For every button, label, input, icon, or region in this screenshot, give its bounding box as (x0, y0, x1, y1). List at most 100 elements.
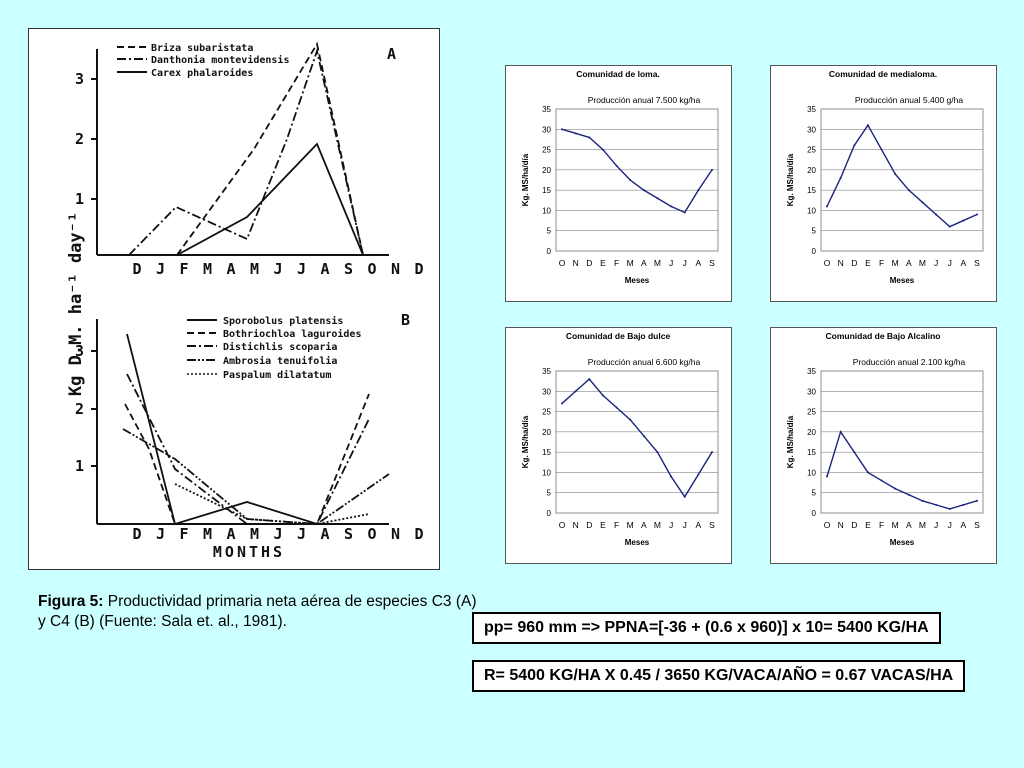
chart-comunidad-loma: Comunidad de loma. Producción anual 7.500… (505, 65, 732, 302)
month-label: J (297, 260, 306, 278)
y-tick-label: 20 (807, 166, 816, 175)
y-tick-label: 30 (542, 387, 551, 396)
panel-b-series-distichlis (126, 373, 370, 525)
chart-comunidad-bajo-alcalino: Comunidad de Bajo Alcalino Producción anu… (770, 327, 997, 564)
month-label: N (391, 260, 400, 278)
y-axis-label: Kg. MS/ha/día (521, 153, 530, 206)
chart-title: Comunidad de medialoma. (829, 69, 937, 79)
panel-a-series-briza (176, 41, 364, 256)
month-label: M (250, 525, 259, 543)
series-line (826, 430, 978, 510)
x-tick-label: M (627, 258, 634, 268)
data-point (853, 144, 856, 147)
series-line (826, 123, 978, 228)
x-tick-label: N (838, 258, 844, 268)
y-tick-label: 25 (807, 408, 816, 417)
chart-comunidad-bajo-dulce: Comunidad de Bajo dulce Producción anual … (505, 327, 732, 564)
data-point (601, 148, 604, 151)
chart-bajo-dulce-svg: Comunidad de Bajo dulce Producción anual … (521, 331, 719, 547)
panel-b-legend-entry: Paspalum dilatatum (223, 369, 331, 381)
panel-b-series-bothriochloa (124, 393, 370, 525)
data-point (711, 168, 713, 171)
data-point (826, 205, 828, 208)
chart-title: Comunidad de Bajo Alcalino (826, 331, 941, 341)
y-axis-label: Kg. MS/ha/día (521, 415, 530, 468)
chart-comunidad-medialoma: Comunidad de medialoma. Producción anual … (770, 65, 997, 302)
month-label: A (320, 260, 329, 278)
y-tick-label: 25 (542, 146, 551, 155)
x-tick-label: O (824, 520, 831, 530)
data-point (907, 493, 910, 496)
month-label: F (179, 525, 188, 543)
data-point (574, 132, 577, 135)
x-tick-label: A (961, 520, 967, 530)
scan-figure: Kg D.M. ha⁻¹ day⁻¹ 1 2 3 A Briza subaris… (28, 28, 440, 570)
data-point (697, 473, 700, 476)
x-tick-label: F (879, 520, 884, 530)
x-tick-label: A (641, 258, 647, 268)
panel-a-legend-entry: Briza subaristata (151, 42, 253, 54)
data-point (880, 479, 883, 482)
panel-b-legend-entry: Ambrosia tenuifolia (223, 355, 337, 367)
month-label: O (367, 525, 376, 543)
y-tick-label: 20 (542, 428, 551, 437)
y-tick-label: 10 (542, 206, 551, 215)
x-tick-label: D (586, 520, 592, 530)
scan-figure-svg: Kg D.M. ha⁻¹ day⁻¹ 1 2 3 A Briza subaris… (66, 41, 424, 561)
formula-carga-animal: R= 5400 KG/HA X 0.45 / 3650 KG/VACA/AÑO … (472, 660, 966, 692)
panel-a: 1 2 3 A Briza subaristata Danthonia mont… (75, 41, 424, 278)
panel-a-legend-entry: Danthonia montevidensis (151, 54, 289, 66)
y-tick-label: 35 (542, 105, 551, 114)
x-tick-label: M (892, 258, 899, 268)
y-tick-label: 0 (547, 509, 552, 518)
caption-text: Productividad primaria neta aérea de esp… (38, 593, 477, 630)
x-axis-label: Meses (890, 276, 915, 285)
panel-b-legend-entry: Bothriochloa laguroides (223, 328, 361, 340)
panel-a-ytick: 1 (75, 190, 84, 208)
month-label: O (367, 260, 376, 278)
data-point (711, 451, 713, 454)
month-label: A (226, 525, 235, 543)
y-tick-label: 0 (547, 247, 552, 256)
x-tick-label: S (974, 258, 980, 268)
panel-b-ytick: 1 (75, 457, 84, 475)
panel-b-ytick: 3 (75, 342, 84, 360)
x-axis-label: Meses (625, 538, 650, 547)
chart-title: Comunidad de Bajo dulce (566, 331, 671, 341)
data-point (683, 211, 686, 214)
chart-subtitle: Producción anual 6.600 kg/ha (588, 357, 701, 367)
data-point (588, 378, 591, 381)
data-point (853, 451, 856, 454)
data-point (670, 475, 673, 478)
month-label: A (320, 525, 329, 543)
x-tick-label: J (948, 258, 952, 268)
data-point (894, 487, 897, 490)
data-point (561, 402, 563, 405)
data-point (601, 394, 604, 397)
x-tick-label: N (573, 520, 579, 530)
y-tick-label: 5 (547, 227, 552, 236)
x-tick-label: D (851, 520, 857, 530)
panel-b-curves (122, 333, 390, 526)
month-label: D (132, 525, 141, 543)
x-tick-label: D (586, 258, 592, 268)
x-tick-label: F (879, 258, 884, 268)
x-axis-label: Meses (890, 538, 915, 547)
scan-ylabel: Kg D.M. ha⁻¹ day⁻¹ (66, 212, 86, 396)
series-line (561, 378, 713, 499)
data-point (976, 213, 978, 216)
y-axis-label: Kg. MS/ha/día (786, 415, 795, 468)
month-label: S (344, 260, 353, 278)
data-point (948, 225, 951, 228)
month-label: M (250, 260, 259, 278)
y-tick-label: 10 (807, 468, 816, 477)
month-label: J (156, 525, 165, 543)
data-point (656, 451, 659, 454)
panel-b-legend: Sporobolus platensis Bothriochloa laguro… (187, 315, 361, 381)
y-tick-label: 35 (807, 367, 816, 376)
caption-label: Figura 5: (38, 593, 104, 610)
x-tick-label: M (627, 520, 634, 530)
data-point (683, 495, 686, 498)
y-tick-label: 15 (542, 448, 551, 457)
